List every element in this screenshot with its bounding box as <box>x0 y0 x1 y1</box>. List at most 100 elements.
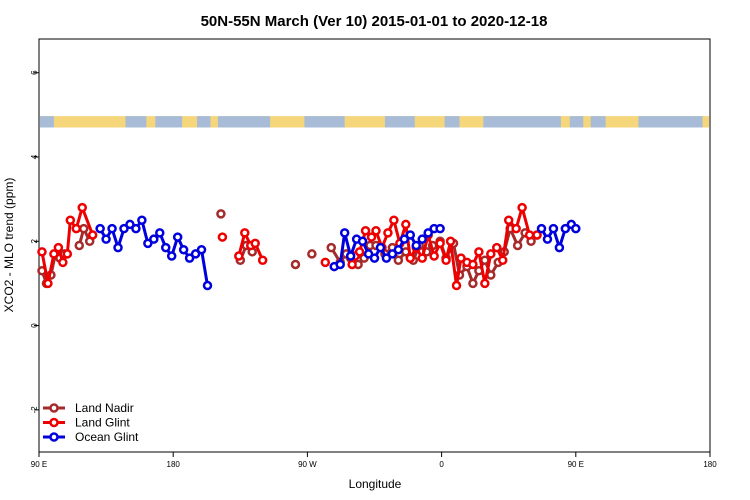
ocean-glint-point <box>119 223 129 234</box>
land-nadir-point <box>393 255 404 265</box>
land-glint-point <box>371 226 381 236</box>
land-glint-point <box>517 202 527 213</box>
ocean-band-segment <box>217 116 271 128</box>
land-glint-point <box>65 215 76 225</box>
land-glint-point <box>257 255 268 265</box>
ocean-glint-point <box>536 223 547 234</box>
ocean-glint-point <box>113 242 123 253</box>
land-nadir-point <box>512 240 523 251</box>
x-tick-label: 90 E <box>568 460 584 469</box>
ocean-glint-point <box>345 251 356 261</box>
ocean-glint-point <box>560 223 571 234</box>
land-glint-point <box>217 232 228 242</box>
ocean-glint-point <box>405 230 416 240</box>
land-glint-point <box>445 236 456 247</box>
legend-swatch-marker <box>49 432 59 442</box>
ocean-band-segment <box>590 116 606 128</box>
ocean-glint-point <box>339 228 350 238</box>
ocean-glint-point <box>335 259 345 270</box>
land-glint-point <box>497 255 508 265</box>
ocean-band-segment <box>384 116 415 128</box>
land-glint-point <box>360 226 371 236</box>
ocean-band-segment <box>304 116 345 128</box>
land-glint-point <box>43 278 53 289</box>
land-glint-point <box>401 219 411 230</box>
ocean-glint-point <box>399 234 410 244</box>
y-tick-label: 4 <box>30 154 39 159</box>
ocean-glint-point <box>95 223 105 234</box>
x-axis: 90 E 180 90 W 0 90 E 180 <box>31 452 717 469</box>
y-tick-label: 6 <box>30 70 39 75</box>
ocean-glint-point <box>137 215 147 225</box>
y-tick-label: -2 <box>30 406 39 414</box>
land-glint-point <box>486 249 496 259</box>
ocean-glint-point <box>149 234 159 244</box>
ocean-glint-point <box>393 244 404 255</box>
ocean-glint-point <box>375 242 386 253</box>
land-glint-point <box>58 257 68 268</box>
y-tick-label: 2 <box>30 239 39 244</box>
ocean-band-segment <box>40 116 54 128</box>
land-glint-point <box>441 255 451 265</box>
land-nadir-point <box>307 249 317 259</box>
ocean-glint-point <box>184 253 195 263</box>
land-glint-point <box>77 202 87 213</box>
ocean-glint-point <box>369 253 380 263</box>
ocean-glint-point <box>435 223 445 234</box>
x-tick-label: 90 W <box>298 460 317 469</box>
land-glint-point <box>354 247 365 257</box>
legend-label: Land Glint <box>75 416 130 430</box>
land-glint-point <box>492 242 502 253</box>
ocean-glint-point <box>548 223 559 234</box>
land-glint-point <box>435 238 445 249</box>
ocean-glint-point <box>363 249 374 259</box>
land-nadir-point <box>326 242 337 253</box>
land-glint-point <box>405 253 416 263</box>
x-axis-label: Longitude <box>349 477 402 491</box>
ocean-glint-point <box>196 244 207 255</box>
land-glint-point <box>49 249 59 259</box>
ocean-glint-point <box>166 251 177 261</box>
ocean-glint-point <box>107 223 117 234</box>
land-glint-point <box>250 238 260 249</box>
legend-label: Land Nadir <box>75 401 134 415</box>
legend-item-ocean-glint: Ocean Glint <box>43 430 139 444</box>
ocean-glint-point <box>554 242 565 253</box>
ocean-glint-point <box>101 234 111 244</box>
y-tick-label: 0 <box>30 323 39 328</box>
land-glint-point <box>87 230 98 240</box>
land-glint-point <box>53 242 64 253</box>
ocean-glint-series <box>95 215 581 291</box>
ocean-glint-point <box>160 242 171 253</box>
legend-item-land-nadir: Land Nadir <box>43 401 134 415</box>
ocean-band-segment <box>197 116 211 128</box>
y-axis: -2 0 2 4 6 <box>30 70 39 413</box>
land-glint-point <box>234 251 244 261</box>
land-glint-point <box>37 247 47 257</box>
land-nadir-point <box>74 240 85 251</box>
land-band-fill <box>40 116 709 128</box>
land-glint-point <box>524 230 535 240</box>
ocean-glint-point <box>571 223 581 234</box>
legend-item-land-glint: Land Glint <box>43 416 130 430</box>
land-nadir-point <box>468 278 478 289</box>
chart-title: 50N-55N March (Ver 10) 2015-01-01 to 202… <box>201 13 548 30</box>
ocean-glint-point <box>387 249 398 259</box>
land-glint-point <box>417 253 427 263</box>
ocean-glint-point <box>417 234 427 244</box>
land-glint-point <box>347 259 357 270</box>
land-glint-point <box>480 278 490 289</box>
legend-label: Ocean Glint <box>75 430 139 444</box>
ocean-glint-point <box>357 236 368 247</box>
ocean-glint-point <box>423 228 433 238</box>
ocean-band-segment <box>569 116 584 128</box>
x-tick-label: 180 <box>703 460 717 469</box>
ocean-glint-point <box>411 240 422 251</box>
ocean-glint-point <box>542 234 553 244</box>
land-ocean-band <box>40 116 709 128</box>
land-glint-point <box>451 280 462 291</box>
legend-swatch-marker <box>49 403 59 413</box>
series-layer <box>37 202 581 291</box>
